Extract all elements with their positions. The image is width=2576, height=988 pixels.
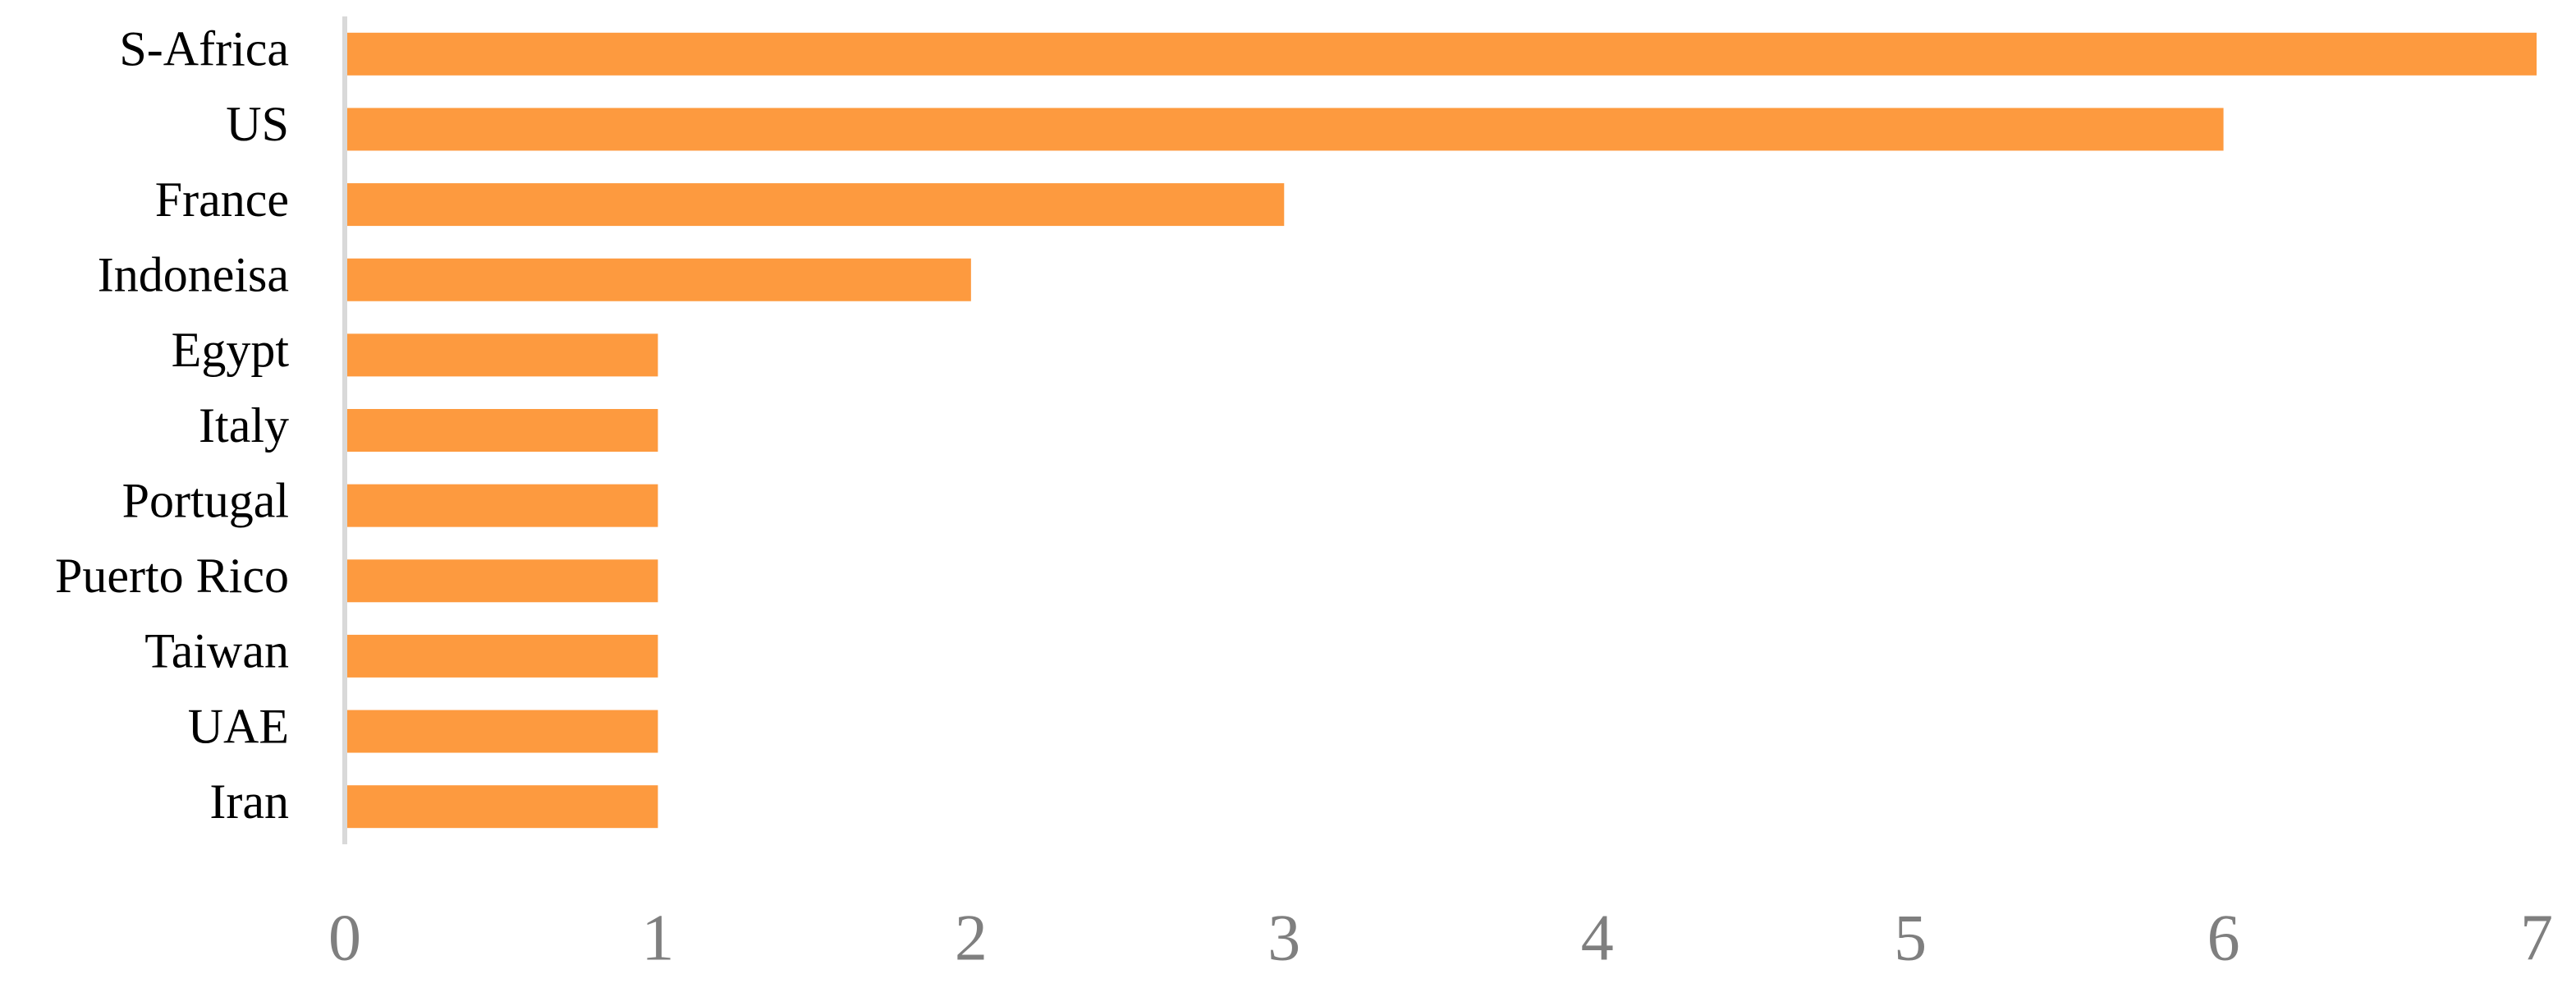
x-tick-label: 4 xyxy=(1581,902,1614,974)
bar xyxy=(345,183,1285,227)
x-tick-label: 2 xyxy=(955,902,988,974)
bar xyxy=(345,32,2537,76)
bar xyxy=(345,634,658,678)
x-tick-label: 0 xyxy=(328,902,361,974)
bar xyxy=(345,785,658,829)
y-tick-label: Indoneisa xyxy=(98,247,289,301)
y-tick-label: France xyxy=(155,172,289,227)
y-tick-label: US xyxy=(226,97,289,151)
x-tick-label: 1 xyxy=(641,902,674,974)
y-tick-label: S-Africa xyxy=(119,22,289,76)
bar xyxy=(345,258,971,301)
x-tick-label: 3 xyxy=(1267,902,1300,974)
y-tick-label: Italy xyxy=(199,398,289,453)
bar xyxy=(345,409,658,452)
x-tick-label: 6 xyxy=(2207,902,2240,974)
bar xyxy=(345,710,658,753)
y-tick-label: Portugal xyxy=(122,473,289,527)
y-tick-label: Egypt xyxy=(172,323,290,377)
x-tick-label: 5 xyxy=(1894,902,1927,974)
y-tick-label: Taiwan xyxy=(144,624,289,678)
bar xyxy=(345,333,658,377)
y-tick-label: UAE xyxy=(188,699,289,753)
bar xyxy=(345,484,658,527)
y-tick-label: Iran xyxy=(209,774,289,829)
bar xyxy=(345,108,2224,151)
y-tick-label: Puerto Rico xyxy=(55,549,289,603)
bar xyxy=(345,559,658,603)
x-tick-label: 7 xyxy=(2520,902,2553,974)
